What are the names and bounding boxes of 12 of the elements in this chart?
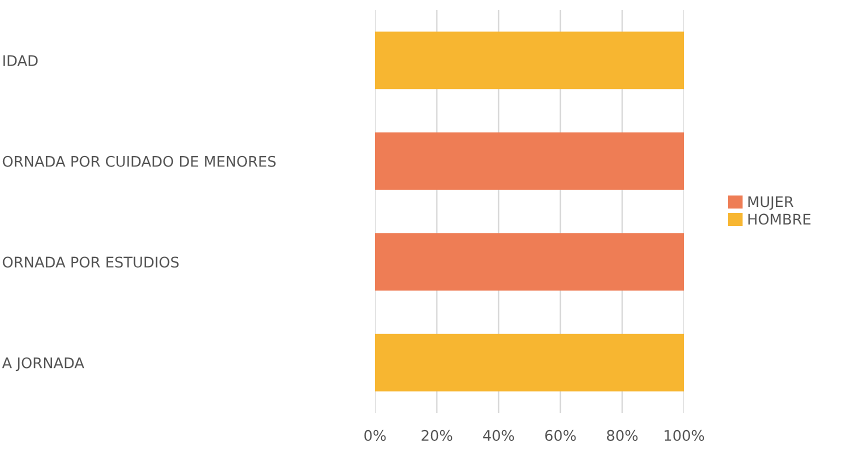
y-tick-label: ORNADA POR ESTUDIOS — [2, 256, 179, 268]
x-tick-label: 0% — [364, 430, 386, 441]
x-tick-label: 60% — [545, 430, 576, 441]
x-tick-label: 40% — [483, 430, 514, 441]
y-tick-label: IDAD — [3, 55, 38, 66]
y-tick-label: ORNADA POR CUIDADO DE MENORES — [2, 156, 276, 167]
legend-label: MUJER — [748, 196, 794, 210]
y-tick-label: A JORNADA — [2, 357, 84, 372]
x-tick-label: 80% — [606, 430, 638, 441]
x-tick-label: 20% — [422, 430, 452, 441]
legend-label: HOMBRE — [748, 214, 810, 225]
x-tick-label: 100% — [664, 430, 704, 441]
